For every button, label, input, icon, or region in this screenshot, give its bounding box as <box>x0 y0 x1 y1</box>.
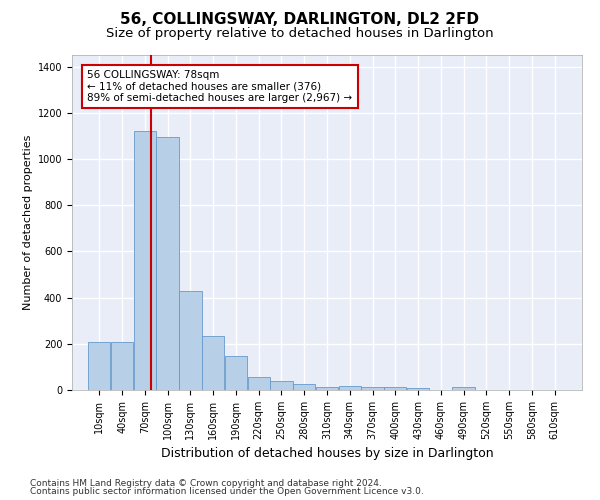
Bar <box>338 386 361 390</box>
Bar <box>407 388 429 390</box>
Y-axis label: Number of detached properties: Number of detached properties <box>23 135 34 310</box>
Bar <box>384 386 406 390</box>
Bar <box>293 384 316 390</box>
Bar <box>452 387 475 390</box>
Bar <box>179 290 202 390</box>
Bar <box>111 342 133 390</box>
Bar <box>225 356 247 390</box>
Bar <box>361 386 383 390</box>
Bar <box>202 336 224 390</box>
Text: 56, COLLINGSWAY, DARLINGTON, DL2 2FD: 56, COLLINGSWAY, DARLINGTON, DL2 2FD <box>121 12 479 28</box>
Bar <box>157 137 179 390</box>
Bar <box>88 342 110 390</box>
Bar <box>316 387 338 390</box>
Bar <box>134 131 156 390</box>
X-axis label: Distribution of detached houses by size in Darlington: Distribution of detached houses by size … <box>161 448 493 460</box>
Bar <box>248 376 270 390</box>
Text: Contains HM Land Registry data © Crown copyright and database right 2024.: Contains HM Land Registry data © Crown c… <box>30 478 382 488</box>
Text: Contains public sector information licensed under the Open Government Licence v3: Contains public sector information licen… <box>30 487 424 496</box>
Text: Size of property relative to detached houses in Darlington: Size of property relative to detached ho… <box>106 28 494 40</box>
Text: 56 COLLINGSWAY: 78sqm
← 11% of detached houses are smaller (376)
89% of semi-det: 56 COLLINGSWAY: 78sqm ← 11% of detached … <box>88 70 352 103</box>
Bar <box>271 381 293 390</box>
